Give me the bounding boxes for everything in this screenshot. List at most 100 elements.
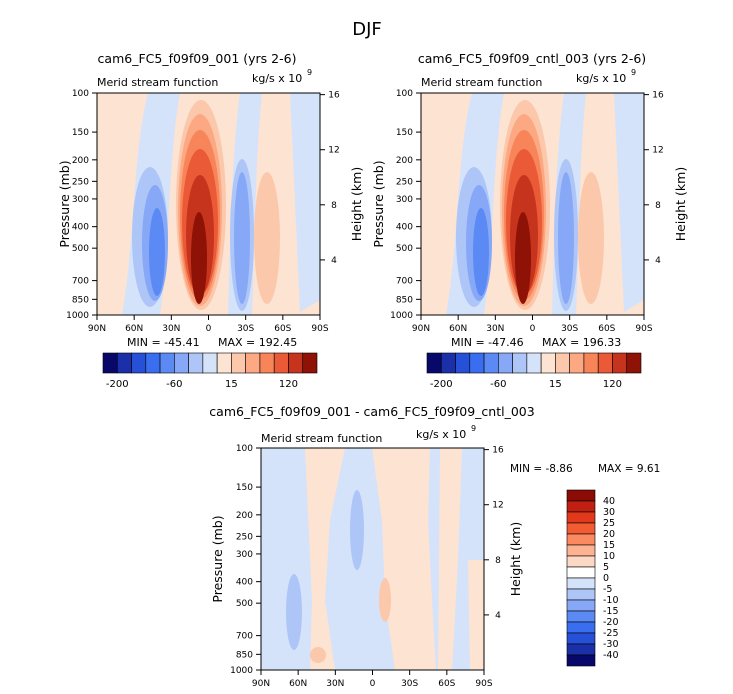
y-tick-label: 700 [72, 277, 89, 287]
colorbar-label: 120 [279, 379, 298, 390]
x-tick-label: 0 [530, 324, 536, 334]
x-tick-label: 90N [412, 324, 430, 334]
y-tick-label: 150 [236, 483, 253, 493]
colorbar-label: -15 [603, 606, 619, 617]
panel-2-max: MAX = 196.33 [542, 336, 621, 349]
colorbar-swatch [102, 352, 118, 374]
x-tick-label: 30S [237, 324, 254, 334]
panel-2-title: cam6_FC5_f09f09_cntl_003 (yrs 2-6) [418, 51, 646, 66]
colorbar-label: 15 [549, 379, 562, 390]
colorbar-swatch [540, 352, 556, 374]
x-tick-label: 30S [561, 324, 578, 334]
panel-3-plot [260, 447, 485, 671]
colorbar-swatch [145, 352, 161, 374]
colorbar-label: 0 [603, 573, 609, 584]
panel-2-colorbar: -200 -60 15 120 [426, 352, 642, 390]
colorbar-swatch [566, 577, 596, 590]
y-tick-label: 850 [236, 650, 253, 660]
panel-1-units: kg/s x 10 [252, 72, 302, 85]
panel-1-ylabel-right: Height (km) [349, 167, 364, 241]
colorbar-swatch [566, 632, 596, 645]
y-tick-label: 300 [396, 195, 413, 205]
colorbar-swatch [597, 352, 613, 374]
colorbar-swatch [259, 352, 275, 374]
colorbar-swatch [566, 654, 596, 667]
colorbar-label: 5 [603, 562, 609, 573]
colorbar-swatch [566, 643, 596, 656]
colorbar-swatch [273, 352, 289, 374]
panel-3: cam6_FC5_f09f09_001 - cam6_FC5_f09f09_cn… [209, 404, 660, 689]
colorbar-swatch [566, 522, 596, 535]
panel-3-min: MIN = -8.86 [510, 463, 573, 475]
y-right-tick-label: 12 [328, 146, 339, 156]
colorbar-label: 15 [603, 540, 615, 551]
colorbar-swatch [159, 352, 175, 374]
panel-2: cam6_FC5_f09f09_cntl_003 (yrs 2-6) Merid… [371, 51, 688, 390]
y-tick-label: 700 [236, 632, 253, 642]
colorbar-swatch [288, 352, 304, 374]
x-tick-label: 0 [370, 679, 376, 689]
colorbar-swatch [566, 555, 596, 568]
y-tick-label: 1000 [66, 311, 89, 321]
colorbar-swatch [302, 352, 318, 374]
y-tick-label: 200 [236, 511, 253, 521]
y-right-tick-label: 8 [655, 201, 661, 211]
colorbar-swatch [116, 352, 132, 374]
colorbar-swatch [566, 511, 596, 524]
y-right-tick-label: 8 [331, 201, 337, 211]
panel-2-min: MIN = -47.46 [451, 336, 524, 349]
colorbar-label: -60 [166, 379, 182, 390]
x-tick-label: 30S [401, 679, 418, 689]
colorbar-swatch [231, 352, 246, 374]
colorbar-label: -200 [430, 379, 453, 390]
x-tick-label: 60N [289, 679, 307, 689]
y-right-tick-label: 16 [492, 446, 504, 456]
colorbar-swatch [174, 352, 189, 374]
colorbar-swatch [512, 352, 528, 374]
colorbar-label: 20 [603, 529, 615, 540]
x-tick-label: 0 [206, 324, 212, 334]
y-tick-label: 700 [396, 277, 413, 287]
y-tick-label: 1000 [230, 666, 253, 676]
colorbar-label: -30 [603, 639, 619, 650]
colorbar-label: -20 [603, 617, 619, 628]
colorbar-swatch [440, 352, 456, 374]
y-tick-label: 200 [72, 156, 89, 166]
x-tick-label: 90S [475, 679, 492, 689]
panel-3-ylabel: Pressure (mb) [210, 515, 225, 602]
panel-2-ylabel-right: Height (km) [673, 167, 688, 241]
y-tick-label: 500 [72, 244, 89, 254]
colorbar-swatch [202, 352, 218, 374]
panel-2-subtitle: Merid stream function [421, 76, 542, 89]
colorbar-swatch [612, 352, 628, 374]
colorbar-label: -40 [603, 650, 619, 661]
x-tick-label: 90S [635, 324, 652, 334]
y-right-tick-label: 4 [495, 611, 501, 621]
figure-title: DJF [352, 19, 382, 40]
panel-1-colorbar: -200 -60 15 120 [102, 352, 318, 390]
y-tick-label: 100 [72, 89, 89, 99]
colorbar-swatch [569, 352, 585, 374]
panel-1-plot [96, 92, 321, 316]
panel-1-title: cam6_FC5_f09f09_001 (yrs 2-6) [98, 51, 297, 66]
y-right-tick-label: 12 [652, 146, 663, 156]
colorbar-swatch [426, 352, 442, 374]
panel-2-ylabel: Pressure (mb) [371, 160, 386, 247]
y-right-tick-label: 4 [655, 256, 661, 266]
colorbar-swatch [626, 352, 642, 374]
x-tick-label: 60S [438, 679, 455, 689]
colorbar-label: 10 [603, 551, 615, 562]
x-tick-label: 30N [326, 679, 344, 689]
colorbar-label: -5 [603, 584, 612, 595]
panel-2-units: kg/s x 10 [576, 72, 626, 85]
y-tick-label: 1000 [390, 311, 413, 321]
colorbar-swatch [583, 352, 599, 374]
colorbar-label: -200 [106, 379, 129, 390]
y-right-tick-label: 12 [492, 501, 503, 511]
panel-3-axes: 90N 60N 30N 0 30S 60S 90S 100 150 200 250 300 400 500… [230, 444, 504, 689]
panel-2-plot [420, 92, 645, 316]
panel-1-ylabel: Pressure (mb) [57, 160, 72, 247]
colorbar-swatch [526, 352, 542, 374]
x-tick-label: 60N [125, 324, 143, 334]
